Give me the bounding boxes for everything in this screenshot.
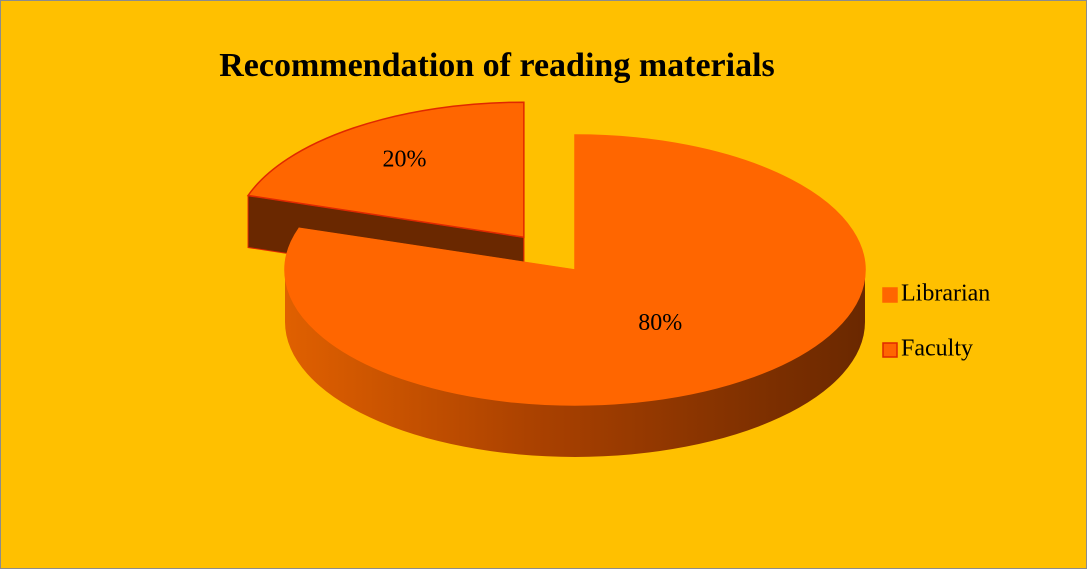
pie: 20% 80% — [246, 101, 866, 457]
slice — [284, 134, 866, 406]
slice — [246, 101, 525, 239]
legend-label: Faculty — [901, 336, 973, 362]
chart-title: Recommendation of reading materials — [219, 47, 775, 84]
data-label: 20% — [383, 146, 427, 172]
data-label: 80% — [638, 310, 682, 336]
legend-swatch — [882, 287, 898, 303]
legend-swatch — [882, 342, 898, 358]
legend: Librarian Faculty — [882, 281, 990, 362]
slice-side — [285, 270, 865, 457]
legend-label: Librarian — [901, 281, 990, 307]
